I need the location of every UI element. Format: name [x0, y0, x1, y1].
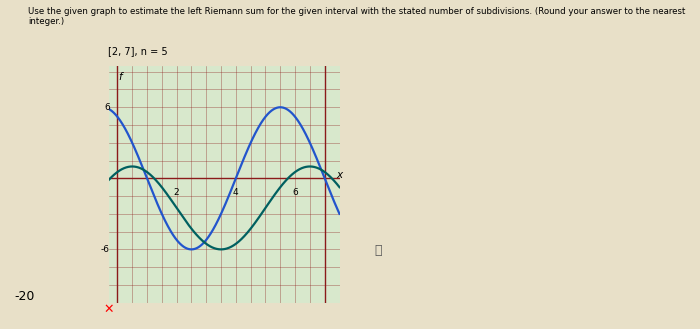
Text: -6: -6: [101, 245, 110, 254]
Text: f: f: [118, 72, 122, 82]
Text: x: x: [337, 170, 343, 180]
Text: Use the given graph to estimate the left Riemann sum for the given interval with: Use the given graph to estimate the left…: [28, 7, 685, 26]
Text: 6: 6: [292, 188, 298, 197]
Text: ⓘ: ⓘ: [374, 243, 382, 257]
Text: -20: -20: [14, 290, 34, 303]
Text: ✕: ✕: [104, 303, 113, 316]
Text: 2: 2: [174, 188, 179, 197]
Text: 4: 4: [233, 188, 239, 197]
Text: 6: 6: [104, 103, 110, 112]
Text: [2, 7], n = 5: [2, 7], n = 5: [108, 46, 168, 56]
